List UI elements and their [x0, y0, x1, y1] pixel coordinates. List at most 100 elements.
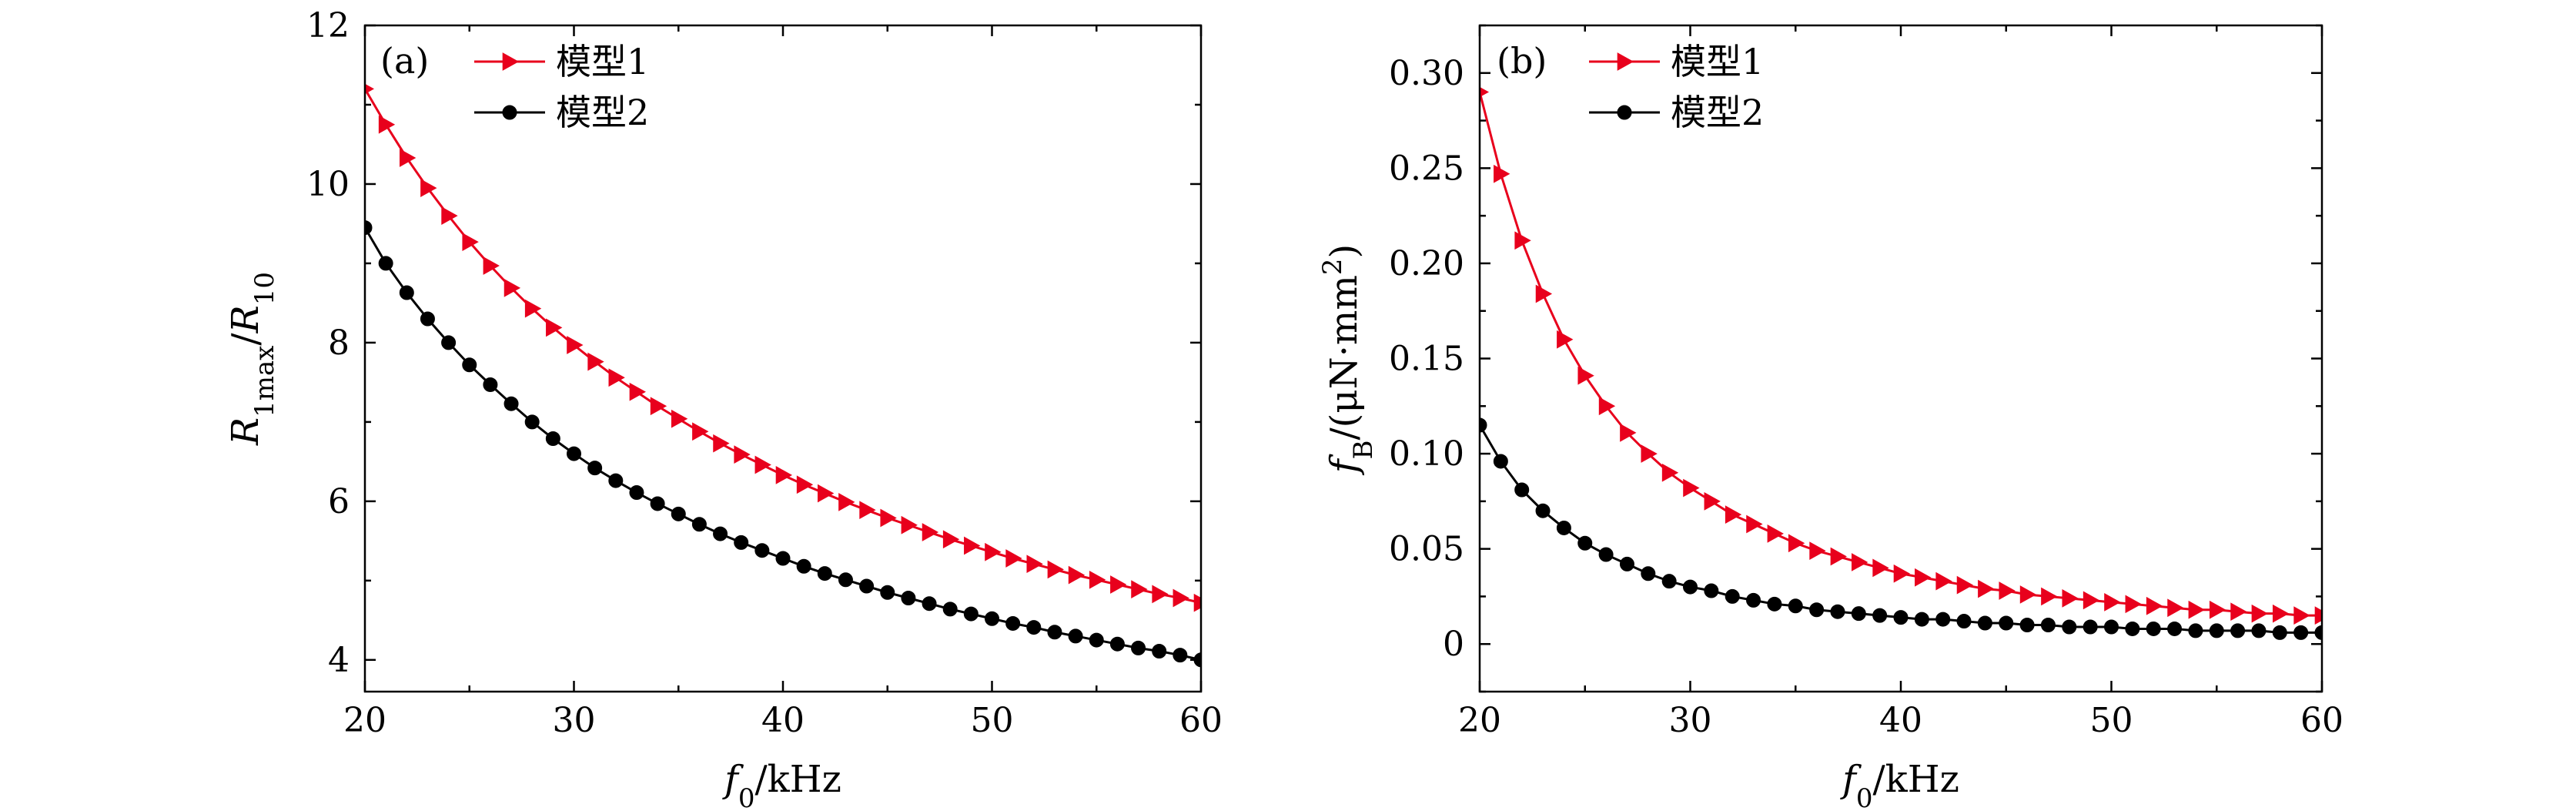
data-point — [838, 572, 853, 588]
series-line — [1480, 424, 2322, 634]
panel-label: (a) — [380, 40, 429, 82]
data-point — [1746, 592, 1761, 608]
data-point — [1725, 588, 1740, 604]
data-point — [1557, 330, 1574, 349]
chart-panel-b: 20 30 40 50 60 0 0.05 0.10 0.15 0.20 0.25 0.30 f0/kH… — [1317, 24, 2343, 811]
data-point — [1704, 583, 1719, 598]
data-point — [1131, 580, 1148, 599]
data-point — [859, 501, 876, 520]
series-1 — [1480, 86, 2322, 625]
data-point — [880, 585, 895, 600]
plot-frame — [1478, 24, 2323, 693]
data-point — [2146, 621, 2161, 636]
legend-label: 模型2 — [1671, 92, 1764, 133]
series-2 — [365, 220, 1201, 668]
data-point — [1480, 417, 1487, 433]
data-point — [1830, 547, 1847, 566]
y-tick-label: 10 — [306, 165, 350, 204]
data-point — [1641, 566, 1656, 581]
legend-marker — [502, 105, 517, 120]
x-tick-label: 40 — [761, 701, 805, 740]
data-point — [2125, 621, 2140, 636]
data-point — [378, 115, 396, 134]
data-point — [462, 233, 479, 251]
data-point — [587, 352, 604, 371]
data-point — [1494, 164, 1510, 183]
data-point — [901, 590, 916, 605]
data-point — [1514, 231, 1531, 250]
data-point — [2314, 625, 2322, 640]
x-tick-label: 50 — [971, 701, 1014, 740]
data-point — [1851, 606, 1866, 622]
data-point — [671, 409, 688, 428]
data-point — [1893, 610, 1909, 625]
data-point — [1193, 593, 1201, 612]
data-point — [1026, 555, 1043, 574]
data-point — [1725, 505, 1742, 524]
y-axis-label: R1max/R10 — [224, 272, 280, 446]
data-point — [1999, 581, 2016, 600]
data-point — [1830, 604, 1845, 619]
data-point — [629, 382, 646, 401]
data-point — [1598, 397, 1616, 416]
data-point — [1977, 615, 1992, 631]
data-point — [1514, 482, 1530, 498]
data-point — [859, 578, 875, 594]
data-point — [1110, 575, 1127, 594]
data-point — [1619, 556, 1634, 571]
legend-label: 模型2 — [556, 92, 649, 133]
y-tick-label: 4 — [328, 641, 350, 680]
data-point — [922, 523, 939, 541]
legend-marker — [1617, 52, 1634, 71]
data-point — [462, 357, 477, 373]
data-point — [400, 149, 417, 167]
data-point — [734, 535, 749, 550]
x-tick-label: 20 — [343, 701, 386, 740]
data-point — [567, 336, 584, 354]
data-point — [1556, 520, 1571, 535]
data-point — [2083, 591, 2100, 610]
y-tick-label: 0.20 — [1389, 244, 1464, 283]
x-tick-label: 30 — [1669, 701, 1712, 740]
data-point — [2230, 623, 2246, 638]
data-point — [963, 606, 979, 622]
data-point — [1109, 636, 1125, 652]
data-point — [2230, 602, 2247, 622]
data-point — [545, 431, 560, 447]
data-point — [2251, 604, 2268, 623]
y-tick-label: 0 — [1443, 625, 1464, 664]
data-point — [1598, 547, 1614, 562]
data-point — [587, 461, 603, 476]
data-point — [1152, 643, 1167, 659]
data-point — [1535, 503, 1551, 518]
x-axis-label: f0/kHz — [722, 758, 841, 811]
data-point — [818, 484, 835, 503]
data-point — [2251, 623, 2267, 638]
data-point — [546, 318, 563, 337]
data-point — [942, 602, 958, 617]
data-point — [1620, 424, 1637, 442]
data-point — [1956, 614, 1972, 629]
data-point — [441, 206, 458, 225]
data-point — [1661, 574, 1677, 589]
data-point — [880, 508, 897, 528]
data-point — [2293, 606, 2310, 625]
data-point — [1068, 565, 1086, 585]
data-point — [692, 422, 709, 441]
data-point — [1915, 568, 1932, 587]
data-point — [817, 566, 832, 581]
data-point — [629, 485, 644, 501]
data-point — [713, 434, 730, 453]
plot-frame — [363, 24, 1203, 693]
data-point — [775, 466, 793, 484]
legend-label: 模型1 — [556, 41, 649, 82]
data-point — [1872, 608, 1888, 623]
data-point — [2188, 623, 2203, 638]
data-point — [796, 558, 811, 574]
data-point — [1005, 549, 1022, 568]
data-point — [503, 279, 521, 297]
data-point — [2188, 600, 2205, 619]
data-point — [1535, 284, 1553, 303]
data-point — [1767, 524, 1784, 543]
data-point — [1935, 612, 1951, 627]
